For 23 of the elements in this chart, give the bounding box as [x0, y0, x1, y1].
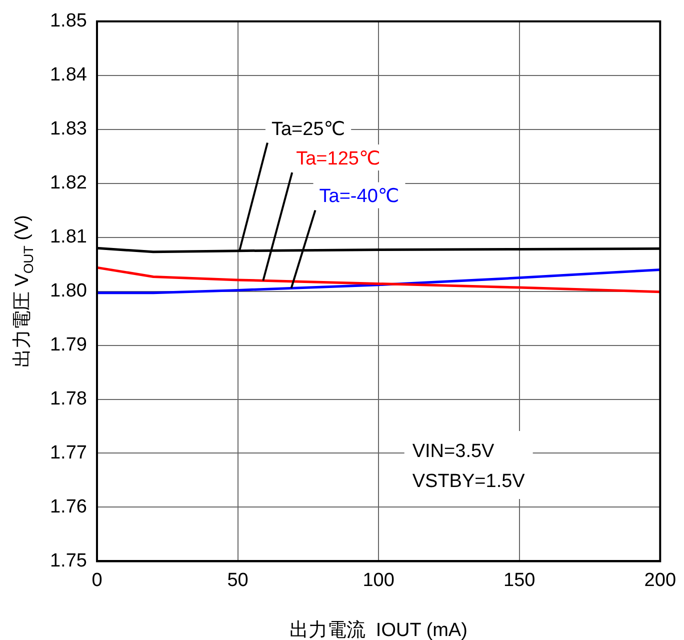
x-tick-label: 0	[92, 570, 102, 591]
y-tick-label: 1.77	[50, 442, 87, 464]
y-tick-label: 1.75	[50, 550, 87, 572]
y-tick-label: 1.79	[50, 334, 87, 356]
x-axis-title: 出力電流 IOUT (mA)	[289, 619, 468, 640]
y-tick-label: 1.83	[50, 118, 87, 140]
y-tick-label: 1.76	[50, 496, 87, 518]
text: Ta=125℃	[296, 148, 380, 170]
y-tick-label: 1.81	[50, 226, 87, 248]
y-tick-label: 1.85	[50, 10, 87, 32]
y-axis-title: 出力電圧 VOUT (V)	[12, 214, 36, 368]
text: Ta=-40℃	[319, 186, 400, 208]
x-tick-label: 100	[362, 570, 394, 591]
x-tick-label: 50	[227, 570, 248, 591]
x-tick-label: 200	[644, 570, 676, 591]
y-tick-label: 1.82	[50, 172, 87, 194]
text: Ta=25℃	[271, 118, 346, 140]
annotation: VIN=3.5V	[412, 441, 495, 462]
annotation: VSTBY=1.5V	[412, 471, 526, 492]
y-tick-label: 1.78	[50, 388, 87, 410]
y-tick-label: 1.84	[50, 64, 88, 86]
y-tick-label: 1.80	[50, 280, 87, 302]
x-tick-label: 150	[504, 570, 536, 591]
